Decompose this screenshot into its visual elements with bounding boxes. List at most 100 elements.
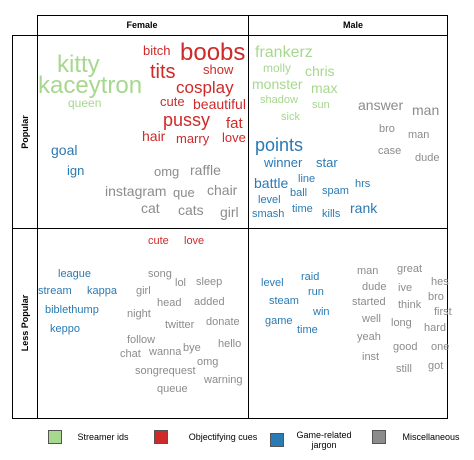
word: instagram (105, 183, 166, 199)
word: kitty (57, 51, 100, 78)
word: battle (254, 175, 288, 191)
word: hair (142, 128, 166, 144)
word: love (222, 130, 246, 145)
word: yeah (357, 331, 381, 343)
word: bitch (143, 43, 170, 58)
word: show (203, 62, 234, 77)
word: hrs (355, 178, 371, 190)
word: night (127, 308, 151, 320)
word: ive (398, 282, 412, 294)
word: hard (424, 322, 446, 334)
word: shadow (260, 94, 298, 106)
word: long (391, 317, 412, 329)
word: one (431, 341, 449, 353)
word: run (308, 286, 324, 298)
word: cosplay (176, 78, 234, 97)
legend-swatch (154, 430, 168, 444)
word: boobs (180, 39, 245, 66)
word: max (311, 80, 337, 96)
word: cats (178, 202, 204, 218)
word: girl (220, 204, 239, 220)
legend-item: Streamer ids (48, 430, 134, 444)
word: answer (358, 97, 403, 113)
word: cute (148, 235, 169, 247)
word: line (298, 173, 315, 185)
row-header: Less Popular (20, 294, 30, 351)
word: level (261, 277, 284, 289)
word: man (408, 129, 429, 141)
word: head (157, 297, 181, 309)
word: kappa (87, 285, 118, 297)
word: molly (263, 61, 291, 75)
word: queue (157, 383, 188, 395)
legend-label: Game-related jargon (296, 430, 352, 450)
legend-label: Miscellaneous (402, 432, 460, 442)
word: frankerz (255, 44, 313, 61)
legend-item: Objectifying cues (154, 430, 268, 444)
word: well (361, 313, 381, 325)
word: sun (312, 99, 330, 111)
word: sick (281, 111, 300, 123)
word: monster (252, 76, 303, 92)
word: think (398, 299, 422, 311)
word: cat (141, 200, 160, 216)
word: kaceytron (38, 72, 142, 99)
word: man (412, 102, 439, 118)
word: sleep (196, 276, 222, 288)
word: beautiful (193, 96, 246, 112)
word: chat (120, 348, 141, 360)
word: wanna (148, 346, 182, 358)
word: ball (290, 187, 307, 199)
word: man (357, 265, 378, 277)
word: keppo (50, 323, 80, 335)
word: biblethump (45, 304, 99, 316)
word: got (428, 360, 443, 372)
word: omg (154, 164, 179, 179)
word: spam (322, 185, 349, 197)
word: rank (350, 200, 378, 216)
word: love (184, 235, 204, 247)
word: chris (305, 63, 335, 79)
word: star (316, 155, 338, 170)
word: still (396, 363, 412, 375)
word: cute (160, 94, 185, 109)
word: lol (175, 277, 186, 289)
word: good (393, 341, 417, 353)
word: omg (197, 356, 218, 368)
word: league (58, 268, 91, 280)
word: que (173, 185, 195, 200)
word: started (352, 296, 386, 308)
word: goal (51, 142, 77, 158)
word: time (297, 324, 318, 336)
legend-label: Objectifying cues (188, 432, 258, 442)
word: stream (38, 285, 72, 297)
word: first (434, 306, 452, 318)
legend-label: Streamer ids (77, 432, 129, 442)
column-header: Male (343, 20, 363, 30)
word: follow (127, 334, 155, 346)
word: song (148, 268, 172, 280)
word: fat (226, 115, 244, 132)
word: great (397, 263, 422, 275)
word: bro (428, 291, 444, 303)
legend-swatch (372, 430, 386, 444)
row-header-frame (12, 35, 38, 419)
word: pussy (163, 110, 210, 130)
word: marry (176, 131, 210, 146)
word: bye (183, 342, 201, 354)
column-header: Female (126, 20, 157, 30)
word: songrequest (135, 365, 196, 377)
word: raffle (190, 162, 221, 178)
word: queen (68, 96, 101, 110)
legend-swatch (270, 433, 284, 447)
word: twitter (165, 319, 195, 331)
word: kills (322, 208, 341, 220)
word: dude (415, 152, 439, 164)
word: hes (431, 276, 449, 288)
legend-item: Miscellaneous (372, 430, 466, 444)
word: win (312, 306, 330, 318)
word: game (265, 315, 293, 327)
word: added (194, 296, 225, 308)
